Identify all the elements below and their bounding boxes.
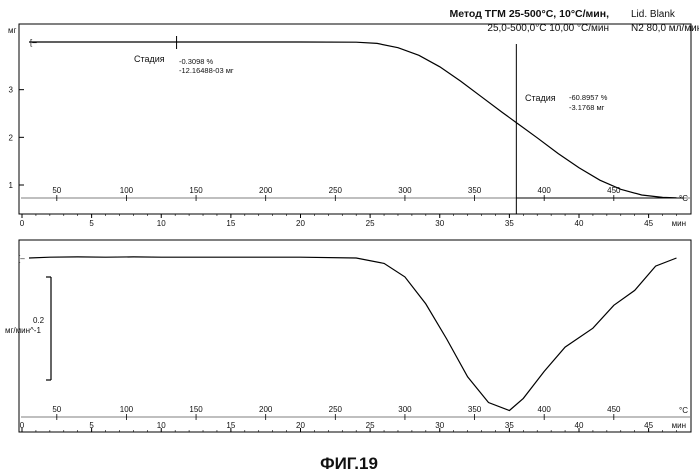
dtg-y-unit: мг/мин^-1 [5,326,41,335]
crucible-info: Lid. Blank [631,9,676,20]
dtg-time-tick-label: 25 [366,421,375,430]
tga-time-tick-label: 35 [505,219,514,228]
dtg-time-tick-label: 45 [644,421,653,430]
tga-time-tick-label: 5 [89,219,94,228]
dtg-time-tick-label: 0 [20,421,25,430]
dtg-time-unit: мин [672,421,686,430]
tga-temp-tick-label: 200 [259,186,273,195]
tga-time-tick-label: 40 [575,219,584,228]
tga-step-start-percent: -0.3098 % [179,57,214,66]
dtg-time-tick-label: 10 [157,421,166,430]
dtg-plot: 0.2мг/мин^-150100150200250300350400450°С… [5,254,690,432]
dtg-temp-tick-label: 250 [329,405,343,414]
dtg-rate-curve [29,257,677,411]
purge-info: N2 80,0 мл/мин [631,23,699,34]
dtg-temp-tick-label: 300 [398,405,412,414]
tga-y-tick-label: 2 [9,133,14,142]
method-title: Метод ТГМ 25-500°С, 10°С/мин, [449,8,609,20]
tga-curve-start-marker: [– [30,38,37,47]
tga-time-tick-label: 45 [644,219,653,228]
tga-temp-tick-label: 300 [398,186,412,195]
tga-time-tick-label: 15 [226,219,235,228]
tga-step-start-label: Стадия [134,54,165,64]
tga-y-tick-label: 1 [9,181,14,190]
dtg-temp-tick-label: 50 [52,405,61,414]
tga-temp-tick-label: 50 [52,186,61,195]
tga-temp-tick-label: 250 [329,186,343,195]
dtg-time-tick-label: 35 [505,421,514,430]
tga-y-tick-label: 3 [9,86,14,95]
dtg-temp-tick-label: 100 [120,405,134,414]
dtg-temp-tick-label: 350 [468,405,482,414]
dtg-time-tick-label: 15 [226,421,235,430]
dtg-time-tick-label: 20 [296,421,305,430]
dtg-curve-start-marker: [– [18,254,25,263]
tga-time-tick-label: 0 [20,219,25,228]
program-info: 25,0-500,0°С 10,00 °С/мин [487,23,609,34]
tga-step-main-label: Стадия [525,93,556,103]
dtg-temp-tick-label: 450 [607,405,621,414]
tga-time-unit: мин [672,219,686,228]
dtg-temp-tick-label: 400 [538,405,552,414]
tga-plot: мг123051015202530354045мин50100150200250… [8,26,690,228]
dtg-panel-frame [19,240,691,432]
dtg-temp-tick-label: 200 [259,405,273,414]
dtg-scale-value: 0.2 [33,316,45,325]
tga-time-tick-label: 30 [435,219,444,228]
tga-step-main-mass: -3.1768 мг [569,103,605,112]
tga-temp-tick-label: 450 [607,186,621,195]
tga-temp-tick-label: 150 [189,186,203,195]
dtg-time-tick-label: 40 [575,421,584,430]
tga-time-tick-label: 20 [296,219,305,228]
tga-time-tick-label: 10 [157,219,166,228]
tga-temp-tick-label: 100 [120,186,134,195]
dtg-time-tick-label: 30 [435,421,444,430]
tga-mass-curve [29,42,677,198]
tga-time-tick-label: 25 [366,219,375,228]
tga-step-start-mass: -12.16488-03 мг [179,66,234,75]
tga-temp-tick-label: 350 [468,186,482,195]
tga-step-main-percent: -60.8957 % [569,93,608,102]
dtg-temp-tick-label: 150 [189,405,203,414]
dtg-temp-unit: °С [679,406,688,415]
chart-figure: Метод ТГМ 25-500°С, 10°С/мин, 25,0-500,0… [0,0,699,475]
dtg-time-tick-label: 5 [89,421,94,430]
tga-temp-tick-label: 400 [538,186,552,195]
figure-label: ФИГ.19 [320,454,378,473]
tga-y-unit: мг [8,26,17,35]
